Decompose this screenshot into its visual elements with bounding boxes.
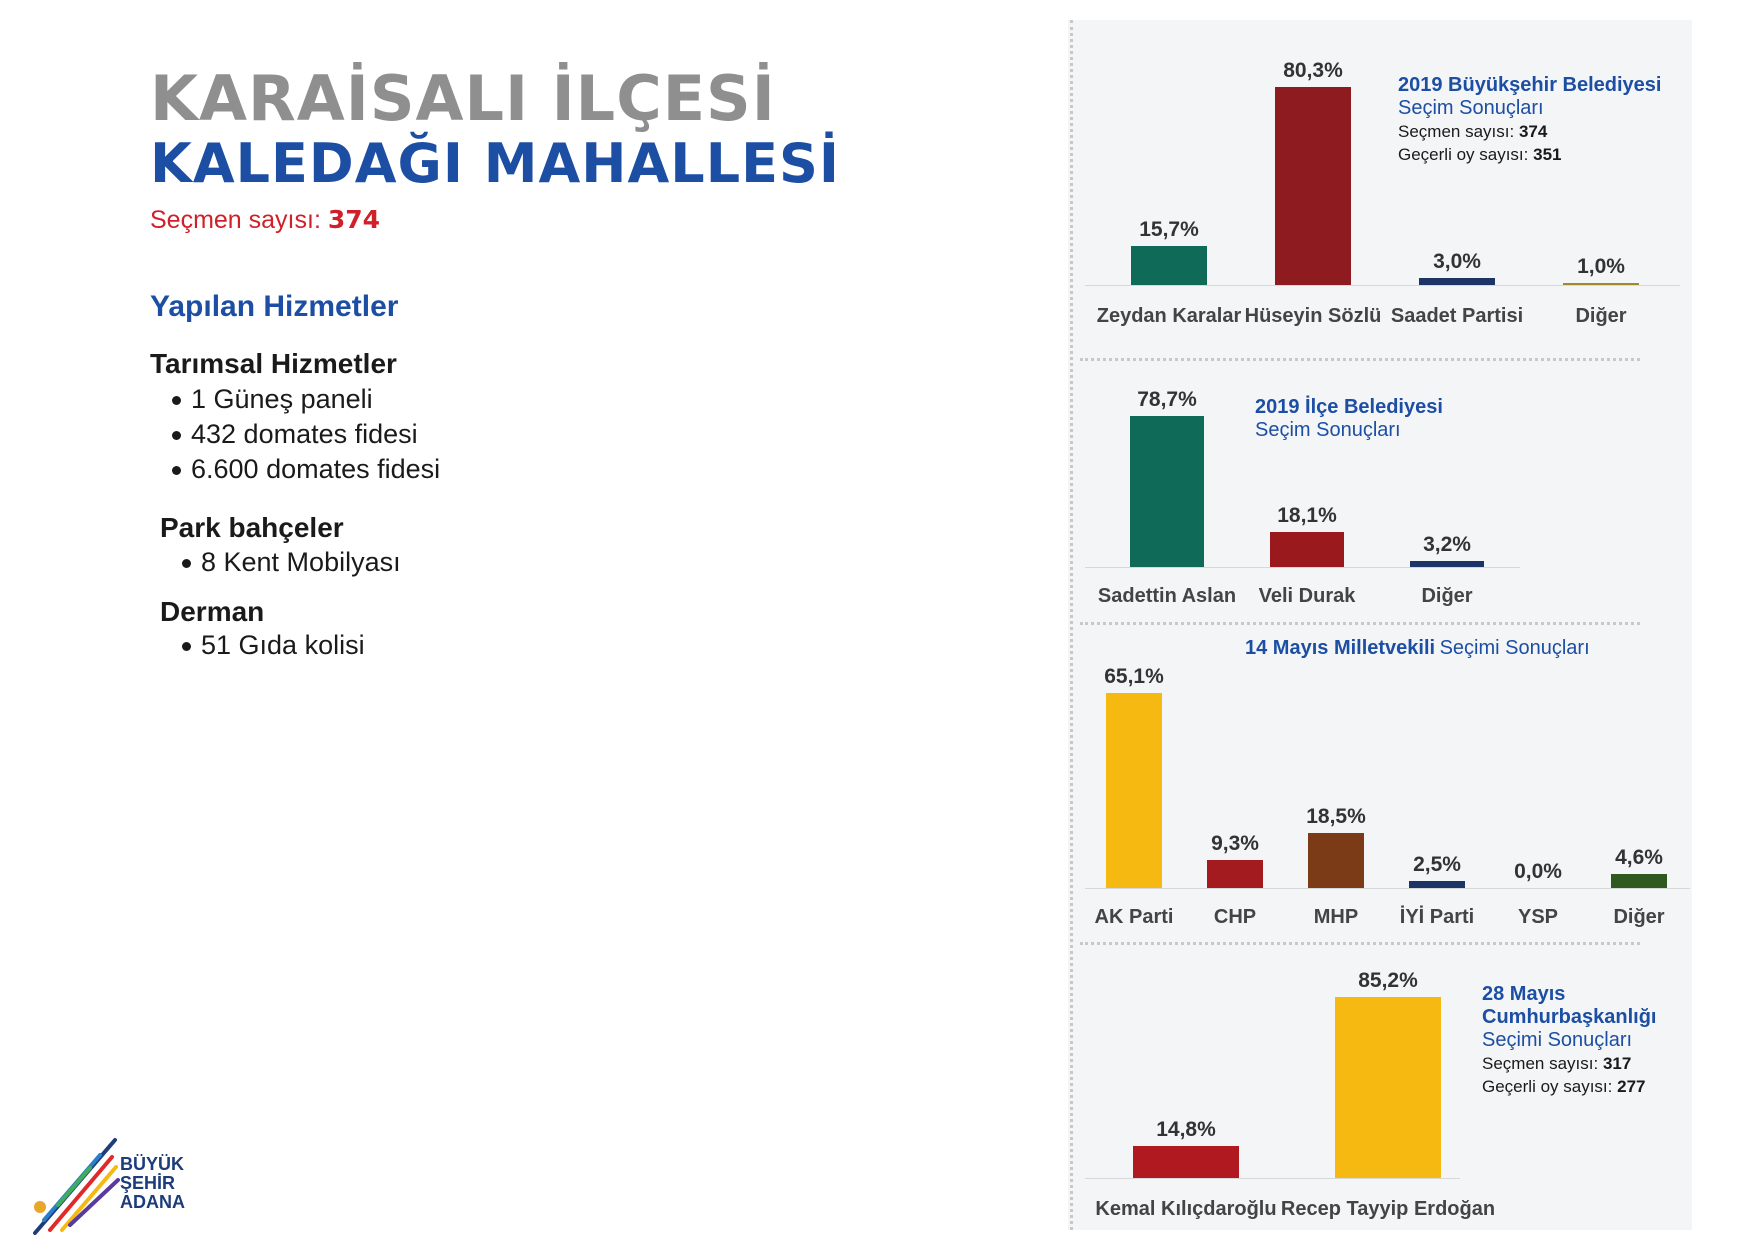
- bullet-icon: [172, 396, 181, 406]
- chart2-category-label: Veli Durak: [1258, 585, 1356, 607]
- chart2-baseline: [1085, 567, 1520, 568]
- bullet-icon: [182, 642, 191, 652]
- list-item-text: 1 Güneş paneli: [191, 384, 373, 414]
- district-title: KARAİSALI İLÇESİ: [150, 62, 776, 135]
- chart3-info: 14 Mayıs Milletvekili Seçimi Sonuçları: [1245, 637, 1590, 660]
- bullet-icon: [182, 559, 191, 569]
- chart2-bar: [1130, 415, 1204, 567]
- chart3-subtitle: Seçimi Sonuçları: [1439, 637, 1590, 659]
- chart4-title-line: Cumhurbaşkanlığı: [1482, 1006, 1657, 1028]
- chart-separator: [1080, 622, 1640, 625]
- chart2-subtitle: Seçim Sonuçları: [1255, 419, 1401, 441]
- chart1-stat: Geçerli oy sayısı: 351: [1398, 145, 1562, 164]
- chart4-stat: Seçmen sayısı: 317: [1482, 1054, 1632, 1073]
- chart2-value-label: 78,7%: [1137, 387, 1197, 411]
- chart2-bar: [1270, 532, 1344, 567]
- chart3-bar: [1308, 832, 1364, 888]
- chart3-category-label: YSP: [1517, 906, 1559, 928]
- chart4-subtitle: Seçimi Sonuçları: [1482, 1029, 1633, 1051]
- chart1-value-label: 1,0%: [1577, 254, 1625, 278]
- list-item: 6.600 domates fidesi: [172, 454, 440, 485]
- chart2-value-label: 18,1%: [1277, 504, 1337, 528]
- chart3-value-label: 0,0%: [1514, 860, 1562, 883]
- list-item-text: 51 Gıda kolisi: [201, 630, 365, 660]
- chart3-category-label: Diğer: [1613, 906, 1665, 928]
- section-heading-parks: Park bahçeler: [160, 512, 344, 543]
- chart3-title: 14 Mayıs Milletvekili: [1245, 637, 1436, 659]
- chart4-value-label: 85,2%: [1358, 968, 1418, 992]
- chart3-value-label: 4,6%: [1615, 846, 1663, 870]
- chart4-bar: [1335, 996, 1441, 1178]
- chart1-title: 2019 Büyükşehir Belediyesi: [1398, 74, 1662, 96]
- chart3-category-label: CHP: [1213, 906, 1257, 928]
- chart1-category-label: Diğer: [1575, 305, 1627, 327]
- chart4-category-label: Kemal Kılıçdaroğlu: [1095, 1198, 1277, 1220]
- chart3-value-label: 18,5%: [1306, 804, 1366, 828]
- chart2-title: 2019 İlçe Belediyesi: [1255, 396, 1443, 418]
- chart3-category-label: İYİ Parti: [1399, 906, 1475, 928]
- list-item-text: 8 Kent Mobilyası: [201, 547, 401, 577]
- voter-count-value: 374: [327, 205, 381, 234]
- logo-mark: [30, 1135, 120, 1235]
- chart4-bar: [1133, 1146, 1239, 1178]
- chart3-bar: [1611, 874, 1667, 888]
- section-heading-agriculture: Tarımsal Hizmetler: [150, 348, 397, 379]
- chart3-baseline: [1085, 888, 1690, 889]
- chart1-bar: [1419, 277, 1495, 285]
- chart1-value-label: 3,0%: [1433, 249, 1481, 273]
- chart1-category-label: Zeydan Karalar: [1096, 305, 1242, 327]
- chart4-title-line: 28 Mayıs: [1482, 983, 1566, 1005]
- logo-text: BÜYÜK ŞEHİR ADANA: [120, 1155, 185, 1212]
- chart1-category-label: Hüseyin Sözlü: [1244, 305, 1382, 327]
- neighborhood-title: KALEDAĞI MAHALLESİ: [150, 132, 840, 195]
- list-item-text: 432 domates fidesi: [191, 419, 418, 449]
- section-heading-derman: Derman: [160, 596, 265, 627]
- chart1-value-label: 80,3%: [1283, 59, 1343, 83]
- chart-separator: [1080, 942, 1640, 945]
- chart3-value-label: 9,3%: [1211, 832, 1259, 856]
- voter-count: Seçmen sayısı: 374: [150, 205, 380, 235]
- chart1-bar: [1131, 246, 1207, 285]
- voter-count-label: Seçmen sayısı:: [150, 206, 321, 234]
- chart3-category-label: MHP: [1313, 906, 1359, 928]
- services-title: Yapılan Hizmetler: [150, 290, 399, 323]
- chart2-category-label: Sadettin Aslan: [1097, 585, 1237, 607]
- chart3-bar: [1409, 880, 1465, 888]
- chart3-category-label: AK Parti: [1094, 906, 1174, 928]
- chart4-baseline: [1085, 1178, 1460, 1179]
- chart4-value-label: 14,8%: [1156, 1118, 1216, 1142]
- bullet-icon: [172, 431, 181, 441]
- chart1-value-label: 15,7%: [1139, 218, 1199, 242]
- chart1-info: 2019 Büyükşehir Belediyesi Seçim Sonuçla…: [1398, 74, 1661, 166]
- logo-stripes-icon: [33, 1138, 120, 1235]
- list-item: 432 domates fidesi: [172, 419, 418, 450]
- logo-line: BÜYÜK: [120, 1154, 185, 1174]
- chart3-bar: [1207, 860, 1263, 888]
- list-item: 51 Gıda kolisi: [182, 630, 365, 661]
- chart1-bar: [1275, 87, 1351, 285]
- chart2-category-label: Diğer: [1421, 585, 1473, 607]
- chart2-info: 2019 İlçe Belediyesi Seçim Sonuçları: [1255, 396, 1443, 442]
- chart3-bar: [1106, 692, 1162, 888]
- chart3-value-label: 65,1%: [1104, 664, 1164, 688]
- bullet-icon: [172, 466, 181, 476]
- panel-divider: [1070, 20, 1073, 1230]
- chart1-baseline: [1085, 285, 1680, 286]
- list-item-text: 6.600 domates fidesi: [191, 454, 441, 484]
- chart4-category-label: Recep Tayyip Erdoğan: [1280, 1198, 1496, 1220]
- chart1-stat: Seçmen sayısı: 374: [1398, 122, 1548, 141]
- chart4-info: 28 Mayıs Cumhurbaşkanlığı Seçimi Sonuçla…: [1482, 983, 1656, 1098]
- list-item: 8 Kent Mobilyası: [182, 547, 401, 578]
- list-item: 1 Güneş paneli: [172, 384, 373, 415]
- chart-separator: [1080, 358, 1640, 361]
- chart3-value-label: 2,5%: [1413, 852, 1461, 876]
- logo-line: ŞEHİR: [120, 1173, 176, 1193]
- chart1-subtitle: Seçim Sonuçları: [1398, 97, 1544, 119]
- chart1-category-label: Saadet Partisi: [1390, 305, 1524, 327]
- chart4-stat: Geçerli oy sayısı: 277: [1482, 1077, 1646, 1096]
- chart2-bar: [1410, 560, 1484, 567]
- logo-line: ADANA: [120, 1192, 185, 1212]
- chart2-value-label: 3,2%: [1423, 532, 1471, 556]
- chart1-bar: [1563, 282, 1639, 285]
